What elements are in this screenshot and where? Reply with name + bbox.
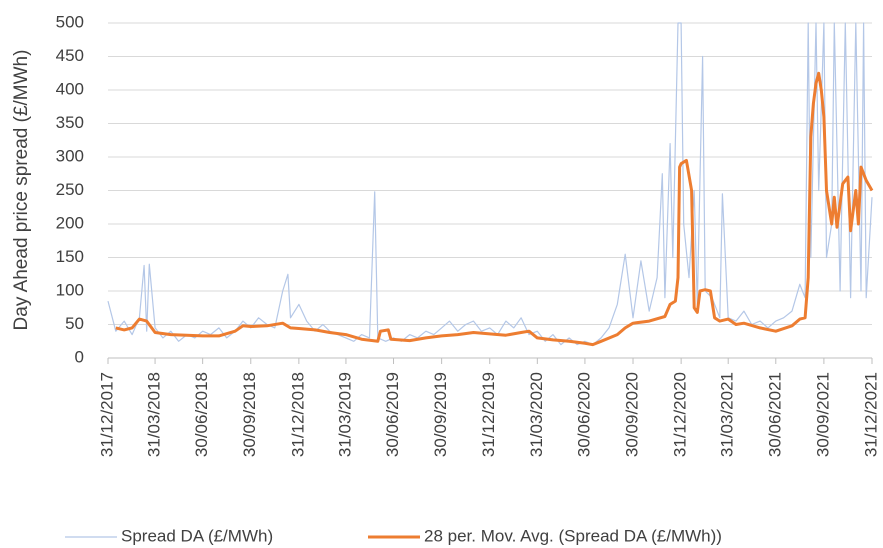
y-tick-label: 500 (56, 12, 84, 31)
y-tick-label: 300 (56, 146, 84, 165)
legend-label: 28 per. Mov. Avg. (Spread DA (£/MWh)) (424, 526, 722, 545)
y-axis-label: Day Ahead price spread (£/MWh) (11, 50, 32, 331)
y-tick-label: 400 (56, 79, 84, 98)
legend: Spread DA (£/MWh) 28 per. Mov. Avg. (Spre… (65, 526, 722, 545)
x-tick-label: 30/06/2021 (765, 372, 784, 457)
x-tick-label: 30/09/2019 (431, 372, 450, 457)
x-tick-label: 31/03/2018 (145, 372, 164, 457)
x-tick-label: 31/12/2019 (479, 372, 498, 457)
y-tick-label: 250 (56, 180, 84, 199)
x-tick-label: 30/09/2018 (240, 372, 259, 457)
x-tick-label: 31/03/2021 (718, 372, 737, 457)
x-tick-label: 30/06/2018 (192, 372, 211, 457)
x-tick-label: 31/12/2018 (288, 372, 307, 457)
series-line (115, 71, 874, 347)
legend-label: Spread DA (£/MWh) (121, 526, 273, 545)
y-tick-label: 0 (75, 347, 84, 366)
x-tick-label: 31/03/2019 (335, 372, 354, 457)
y-tick-label: 150 (56, 247, 84, 266)
x-tick-label: 30/09/2021 (813, 372, 832, 457)
x-tick-label: 30/09/2020 (623, 372, 642, 457)
series-line (107, 22, 873, 346)
x-tick-label: 31/12/2020 (671, 372, 690, 457)
y-tick-label: 100 (56, 280, 84, 299)
x-tick-label: 31/03/2020 (527, 372, 546, 457)
y-tick-label: 200 (56, 213, 84, 232)
x-tick-label: 30/06/2020 (574, 372, 593, 457)
y-tick-label: 350 (56, 113, 84, 132)
x-tick-label: 30/06/2019 (383, 372, 402, 457)
x-tick-label: 31/12/2017 (97, 372, 116, 457)
y-tick-label: 450 (56, 46, 84, 65)
y-tick-label: 50 (65, 314, 84, 333)
x-tick-label: 31/12/2021 (861, 372, 880, 457)
